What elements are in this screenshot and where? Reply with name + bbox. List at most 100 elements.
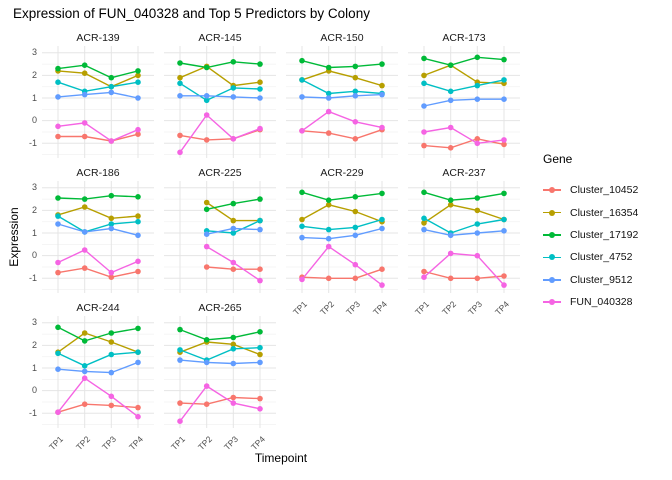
data-point — [55, 259, 61, 266]
data-point — [203, 264, 210, 270]
facet-strip-label: ACR-186 — [76, 167, 120, 179]
y-tick-label: 1 — [31, 227, 37, 238]
data-point — [501, 77, 507, 83]
plot-title: Expression of FUN_040328 and Top 5 Predi… — [13, 6, 370, 21]
data-point — [55, 133, 61, 140]
series-Cluster_16354 — [421, 202, 507, 226]
data-point — [230, 225, 237, 232]
legend-key-icon — [543, 275, 561, 285]
data-point — [352, 136, 359, 142]
x-tick-label: TP2 — [439, 299, 458, 318]
x-tick-label: TP2 — [73, 434, 92, 453]
x-tick-label: TP3 — [466, 299, 485, 318]
data-point — [421, 80, 427, 87]
data-point — [135, 404, 141, 411]
series-Cluster_16354 — [299, 202, 385, 225]
y-tick-label: -1 — [28, 137, 37, 148]
legend-label: Cluster_16354 — [570, 206, 639, 219]
series-Cluster_9512 — [421, 96, 507, 109]
series-Cluster_10452 — [55, 265, 141, 280]
data-point — [352, 275, 359, 282]
data-point — [177, 400, 183, 406]
data-point — [257, 61, 263, 67]
legend-key-icon — [543, 208, 561, 218]
data-point — [108, 221, 115, 227]
facet-strip-label: ACR-265 — [198, 302, 242, 314]
data-point — [379, 282, 385, 288]
facet-panel — [164, 181, 276, 293]
facet-ACR-145: ACR-145 — [164, 31, 276, 163]
data-point — [421, 215, 427, 222]
data-point — [501, 137, 507, 143]
series-Cluster_17192 — [55, 324, 141, 344]
data-point — [325, 235, 332, 242]
y-tick-label: 2 — [31, 204, 37, 215]
data-point — [352, 261, 359, 268]
data-point — [203, 401, 210, 407]
data-point — [352, 194, 359, 200]
legend-label: Cluster_17192 — [570, 228, 639, 241]
data-point — [203, 93, 210, 99]
data-point — [203, 137, 210, 143]
x-tick-label: TP2 — [195, 434, 214, 453]
data-point — [421, 268, 427, 275]
data-point — [81, 338, 88, 344]
data-point — [55, 221, 61, 227]
series-Cluster_9512 — [299, 91, 385, 101]
data-point — [230, 85, 237, 91]
data-point — [352, 93, 359, 99]
data-point — [474, 136, 481, 142]
data-point — [81, 120, 88, 126]
data-point — [257, 86, 263, 92]
data-point — [81, 70, 88, 76]
x-tick-label: TP4 — [492, 299, 512, 318]
data-point — [108, 274, 115, 280]
facet-ACR-229: ACR-229 — [286, 166, 398, 298]
series-Cluster_17192 — [299, 57, 385, 71]
data-point — [501, 282, 507, 288]
data-point — [230, 360, 237, 367]
data-point — [177, 132, 183, 139]
data-point — [325, 197, 332, 203]
data-point — [379, 61, 385, 67]
data-point — [474, 195, 481, 201]
facet-panel — [164, 316, 276, 428]
data-point — [421, 142, 427, 149]
data-point — [203, 199, 210, 206]
data-point — [230, 341, 237, 348]
data-point — [203, 231, 210, 237]
series-FUN_040328 — [55, 247, 141, 276]
data-point — [257, 266, 263, 272]
data-point — [447, 250, 454, 257]
data-point — [177, 418, 183, 424]
data-point — [108, 339, 115, 345]
data-point — [474, 96, 481, 102]
data-point — [177, 149, 183, 156]
data-point — [257, 125, 263, 132]
series-Cluster_17192 — [421, 54, 507, 68]
data-point — [135, 131, 141, 137]
data-point — [135, 268, 141, 275]
facet-ACR-173: ACR-173 — [408, 31, 520, 163]
data-point — [379, 124, 385, 131]
series-Cluster_10452 — [177, 126, 263, 143]
data-point — [299, 57, 305, 64]
data-point — [135, 258, 141, 265]
data-point — [108, 402, 115, 409]
data-point — [421, 129, 427, 135]
data-point — [203, 383, 210, 389]
data-point — [352, 232, 359, 239]
facet-panel — [42, 46, 154, 158]
data-point — [55, 366, 61, 372]
data-point — [299, 276, 305, 283]
legend-label: Cluster_10452 — [570, 184, 639, 197]
data-point — [108, 215, 115, 222]
legend-item-FUN_040328: FUN_040328 — [543, 291, 638, 313]
data-point — [108, 330, 115, 336]
data-point — [135, 218, 141, 225]
data-point — [447, 97, 454, 104]
data-point — [135, 232, 141, 239]
data-point — [257, 329, 263, 335]
data-point — [108, 192, 115, 199]
